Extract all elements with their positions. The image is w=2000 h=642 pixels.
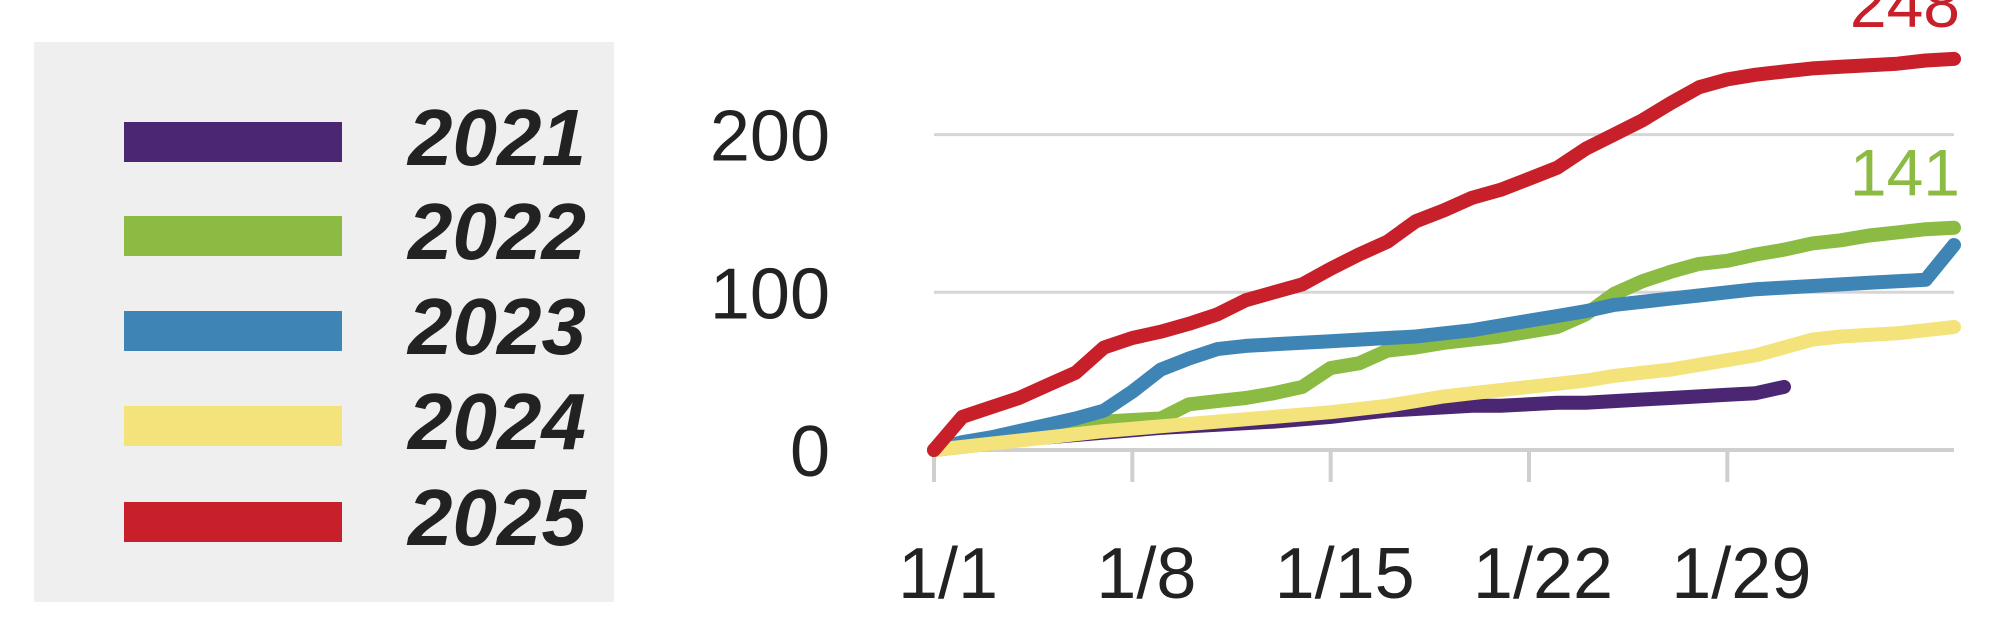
legend-item-2021: 2021	[90, 98, 610, 178]
series-line-2022	[927, 220, 1961, 457]
legend-swatch-2024	[124, 406, 342, 446]
legend-label-2022: 2022	[408, 187, 586, 276]
legend-swatch-2021	[124, 122, 342, 162]
series-line-2025	[927, 51, 1961, 457]
legend-item-2023: 2023	[90, 287, 610, 367]
y-tick-label-2: 200	[710, 97, 830, 177]
legend-label-2025: 2025	[408, 473, 586, 562]
x-tick-label-2: 1/15	[1275, 534, 1415, 614]
legend-label-2023: 2023	[408, 282, 586, 371]
legend-item-2022: 2022	[90, 192, 610, 272]
x-tick-label-1: 1/8	[1096, 534, 1196, 614]
y-tick-label-0: 0	[790, 412, 830, 492]
legend-label-2021: 2021	[408, 93, 586, 182]
legend-swatch-2022	[124, 216, 342, 256]
x-tick-label-4: 1/29	[1671, 534, 1811, 614]
series-line-2023	[927, 238, 1961, 457]
legend-item-2025: 2025	[90, 478, 610, 558]
series-line-2024	[927, 320, 1961, 457]
legend-swatch-2025	[124, 502, 342, 542]
end-label-2022: 141	[1850, 136, 1960, 210]
x-tick-label-3: 1/22	[1473, 534, 1613, 614]
legend: 2021 2022 2023 2024 2025	[34, 42, 614, 602]
legend-item-2024: 2024	[90, 382, 610, 462]
legend-swatch-2023	[124, 311, 342, 351]
end-label-2025: 248	[1850, 0, 1960, 41]
legend-label-2024: 2024	[408, 377, 586, 466]
y-tick-label-1: 100	[710, 254, 830, 334]
x-tick-label-0: 1/1	[898, 534, 998, 614]
